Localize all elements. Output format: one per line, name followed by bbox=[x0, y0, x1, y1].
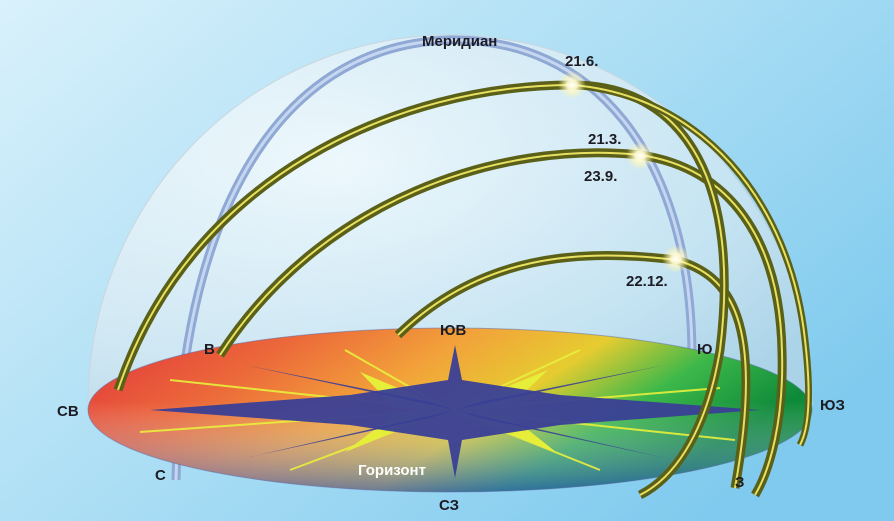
horizon-rim bbox=[87, 327, 813, 493]
meridian-label: Меридиан bbox=[422, 33, 497, 50]
direction-label-southeast: ЮВ bbox=[440, 322, 466, 339]
sun-icon bbox=[662, 245, 690, 273]
direction-label-north: С bbox=[155, 467, 166, 484]
date-label-autumn: 23.9. bbox=[584, 168, 617, 185]
direction-label-southwest: ЮЗ bbox=[820, 397, 845, 414]
sun-icon bbox=[558, 71, 586, 99]
date-label-summer: 21.6. bbox=[565, 53, 598, 70]
direction-label-west: З bbox=[735, 474, 744, 491]
date-label-winter: 22.12. bbox=[626, 273, 668, 290]
sun-path-rear-lower bbox=[571, 81, 813, 447]
compass-star bbox=[150, 345, 760, 478]
horizon-label: Горизонт bbox=[358, 462, 426, 479]
date-label-spring: 21.3. bbox=[588, 131, 621, 148]
direction-label-east: В bbox=[204, 341, 215, 358]
direction-label-northeast: СВ bbox=[57, 403, 79, 420]
meridian-arc-highlight bbox=[174, 38, 694, 481]
direction-label-south: Ю bbox=[697, 341, 712, 358]
compass-star-diagonals bbox=[245, 365, 665, 458]
sun-path-equinox bbox=[216, 148, 787, 498]
direction-label-northwest: СЗ bbox=[439, 497, 459, 514]
sun-icon bbox=[626, 142, 654, 170]
